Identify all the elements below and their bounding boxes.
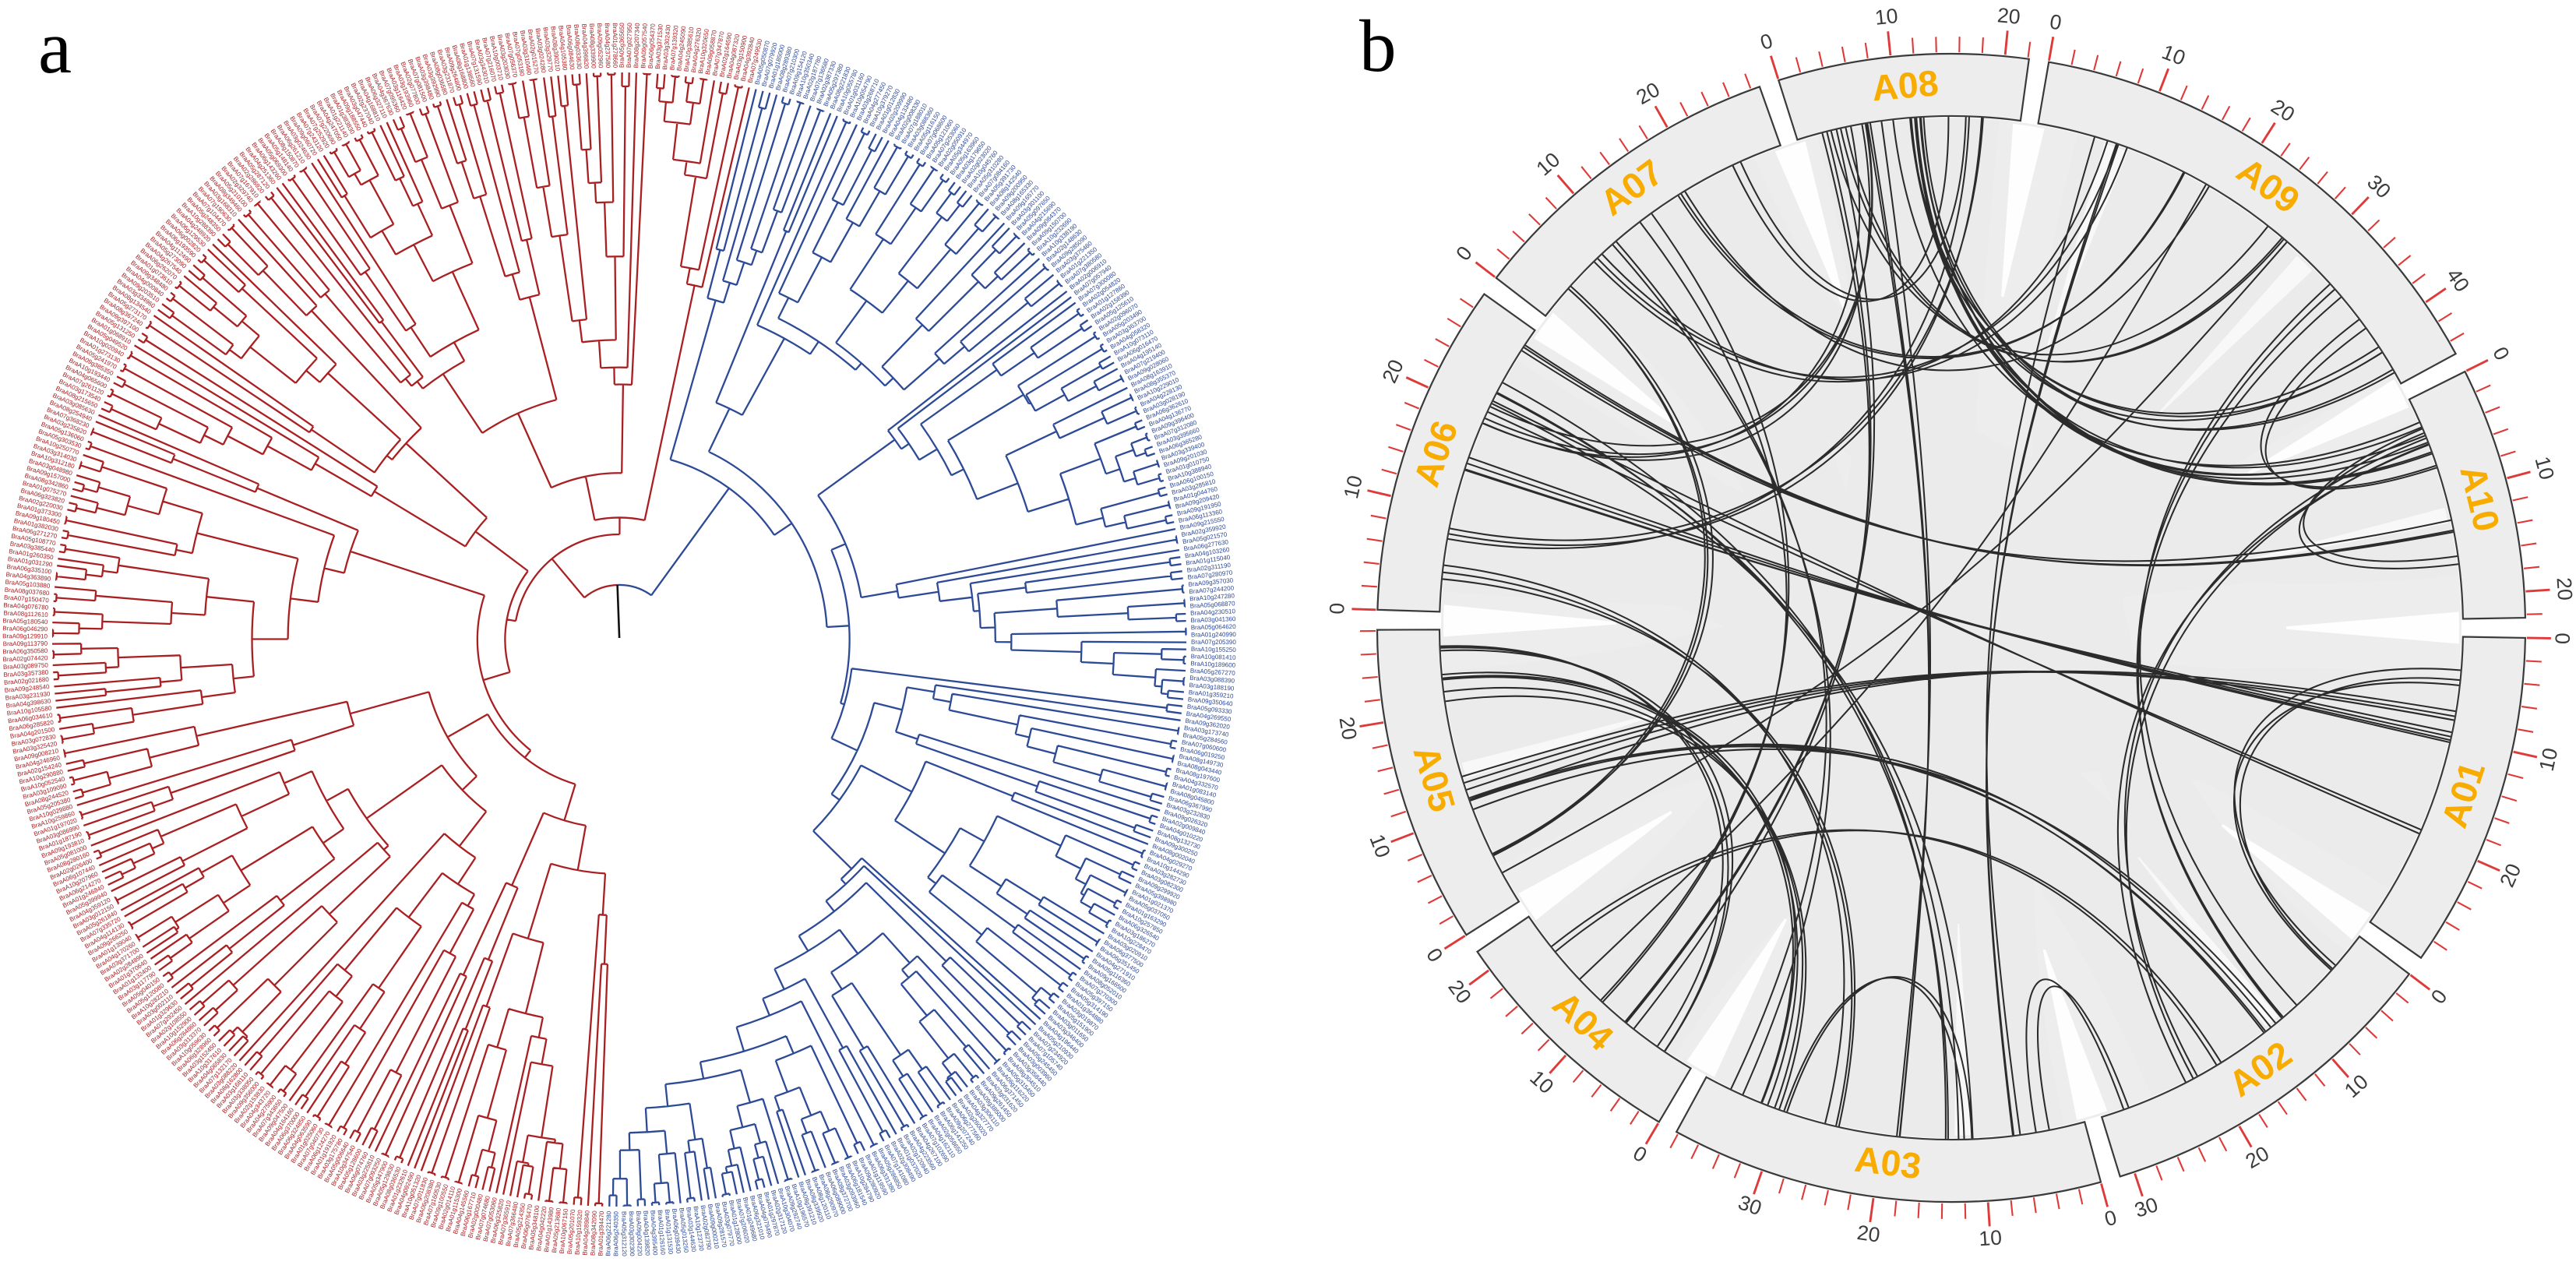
- svg-text:BraA05g312120: BraA05g312120: [620, 1211, 627, 1256]
- svg-text:BraA09g113790: BraA09g113790: [3, 640, 48, 647]
- svg-text:BraA01g240990: BraA01g240990: [1191, 631, 1236, 638]
- svg-text:A08: A08: [1870, 62, 1940, 108]
- svg-text:A03: A03: [1852, 1139, 1923, 1187]
- svg-text:10: 10: [1978, 1225, 2002, 1250]
- svg-text:BraA07g205390: BraA07g205390: [1191, 639, 1236, 646]
- svg-text:BraA06g240350: BraA06g240350: [612, 1210, 619, 1256]
- svg-text:0: 0: [2551, 632, 2574, 644]
- svg-text:BraA05g064620: BraA05g064620: [1191, 623, 1237, 631]
- svg-text:20: 20: [1996, 3, 2021, 29]
- svg-text:20: 20: [2553, 576, 2576, 601]
- svg-text:BraA09g129910: BraA09g129910: [2, 632, 48, 640]
- svg-text:0: 0: [1325, 602, 1348, 615]
- svg-text:BraA07g027950: BraA07g027950: [625, 23, 633, 69]
- svg-text:BraA03g302300: BraA03g302300: [628, 1211, 636, 1257]
- svg-text:a: a: [38, 5, 72, 89]
- svg-text:BraA06g221280: BraA06g221280: [604, 1210, 612, 1256]
- svg-text:BraA01g278660: BraA01g278660: [611, 23, 618, 68]
- svg-text:20: 20: [1334, 715, 1361, 742]
- svg-text:BraA06g046290: BraA06g046290: [2, 625, 48, 632]
- svg-text:BraA08g207340: BraA08g207340: [633, 23, 641, 69]
- svg-text:10: 10: [2535, 745, 2563, 773]
- svg-text:10: 10: [1873, 4, 1899, 30]
- svg-text:b: b: [1359, 5, 1397, 87]
- svg-text:20: 20: [1855, 1221, 1881, 1247]
